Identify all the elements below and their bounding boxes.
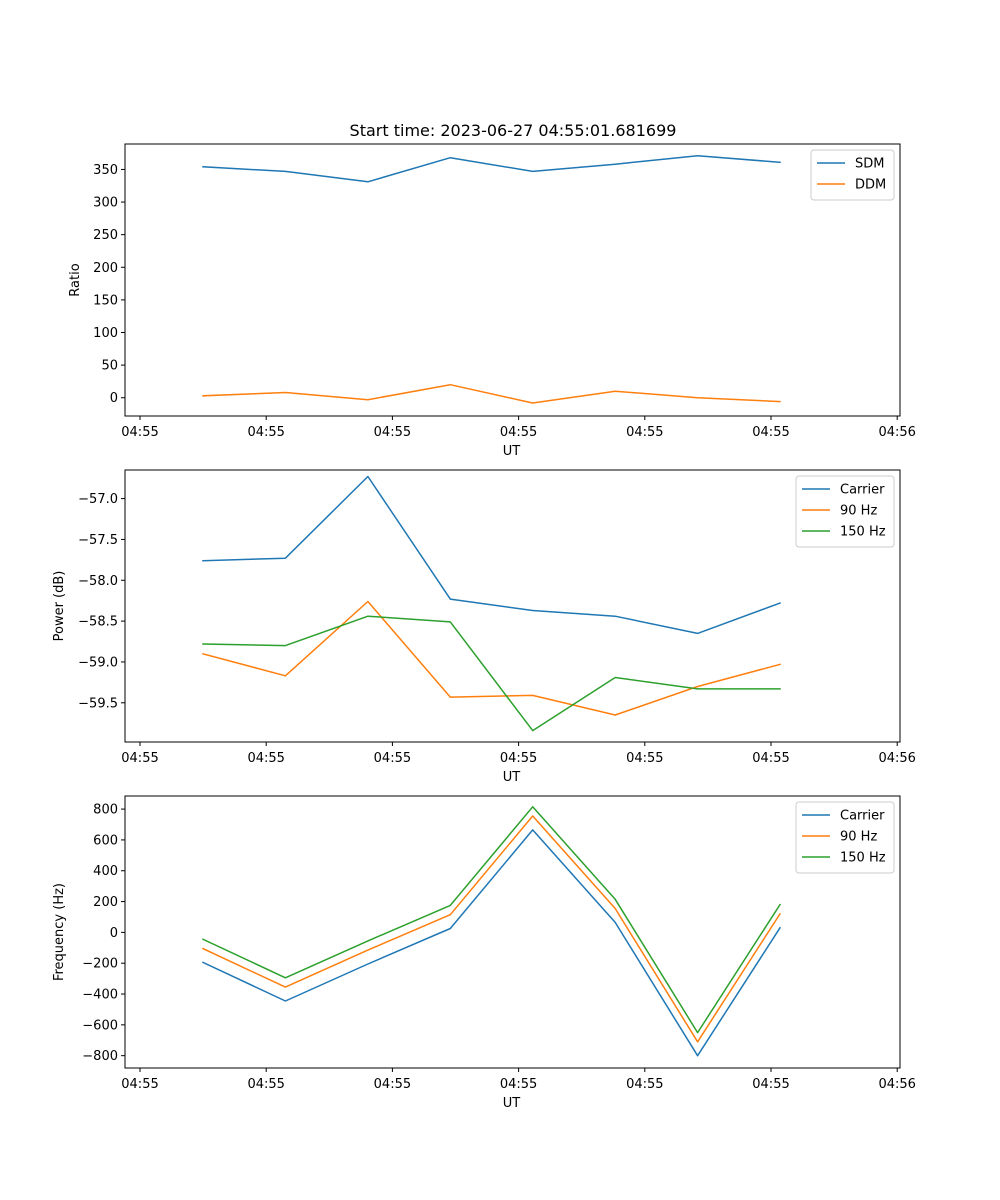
series-line-90-hz [202,815,782,1043]
y-tick-label: 150 [93,293,118,308]
legend: Carrier 90 Hz 150 Hz [795,801,895,874]
x-tick-label: 04:55 [752,425,789,440]
y-tick-label: −57.5 [78,533,118,548]
x-tick-label: 04:55 [121,1077,158,1092]
y-tick-label: −57.0 [78,492,118,507]
y-axis-label: Frequency (Hz) [52,883,67,981]
y-tick-label: −600 [82,1018,118,1033]
legend-label: 90 Hz [840,830,877,845]
x-tick-label: 04:55 [500,425,537,440]
series-line-150-hz [202,615,781,732]
x-tick-label: 04:55 [626,1077,663,1092]
y-tick-label: 50 [101,359,118,374]
x-tick-label: 04:56 [878,1077,915,1092]
legend-label: SDM [855,157,884,172]
y-axis-label: Power (dB) [52,571,67,642]
x-tick-label: 04:55 [121,425,158,440]
y-tick-label: −200 [82,957,118,972]
x-axis-label: UT [503,770,521,785]
y-tick-label: −400 [82,988,118,1003]
x-tick-label: 04:56 [878,425,915,440]
y-tick-label: 400 [93,864,118,879]
x-tick-label: 04:55 [374,751,411,766]
y-tick-label: 300 [93,196,118,211]
x-tick-label: 04:55 [752,751,789,766]
legend-label: 90 Hz [840,504,877,519]
legend: SDM DDM [810,149,895,201]
y-tick-label: 250 [93,228,118,243]
series-line-150-hz [202,806,782,1034]
series-line-carrier [202,475,781,635]
x-tick-label: 04:55 [247,1077,284,1092]
series-line-90-hz [202,600,781,716]
legend-label: 150 Hz [840,851,886,866]
x-tick-label: 04:55 [626,751,663,766]
legend-label: 150 Hz [840,525,886,540]
series-line-sdm [202,154,781,183]
x-tick-label: 04:55 [752,1077,789,1092]
y-tick-label: −59.0 [78,655,118,670]
plot-frame [124,143,901,417]
figure-title: Start time: 2023-06-27 04:55:01.681699 [350,121,677,140]
y-tick-label: −58.5 [78,615,118,630]
y-tick-label: 800 [93,803,118,818]
x-axis-label: UT [503,1096,521,1111]
legend: Carrier 90 Hz 150 Hz [795,475,895,548]
x-tick-label: 04:55 [500,1077,537,1092]
subplot-2: 04:55 04:55 04:55 04:55 04:55 04:55 04:56 −59.5… [52,469,916,785]
y-tick-label: 200 [93,261,118,276]
series-line-ddm [202,383,781,404]
y-tick-label: 0 [110,926,118,941]
y-tick-label: 0 [110,391,118,406]
y-tick-label: 100 [93,326,118,341]
x-tick-label: 04:55 [247,425,284,440]
y-tick-label: 350 [93,163,118,178]
y-tick-label: −58.0 [78,574,118,589]
legend-label: Carrier [840,809,885,824]
x-tick-label: 04:55 [500,751,537,766]
x-axis-label: UT [503,444,521,459]
x-tick-label: 04:55 [121,751,158,766]
x-tick-label: 04:56 [878,751,915,766]
legend-frame [795,801,895,874]
subplot-3: 04:55 04:55 04:55 04:55 04:55 04:55 04:56 −800 −… [52,795,916,1111]
x-tick-label: 04:55 [247,751,284,766]
series-line-carrier [202,829,782,1057]
legend-frame [795,475,895,548]
x-tick-label: 04:55 [626,425,663,440]
y-tick-label: 600 [93,833,118,848]
legend-label: DDM [855,178,886,193]
y-axis-label: Ratio [68,263,83,296]
y-tick-label: −800 [82,1049,118,1064]
x-tick-label: 04:55 [374,1077,411,1092]
subplot-1: 04:55 04:55 04:55 04:55 04:55 04:55 04:56 0 50 10… [68,143,916,459]
plot-frame [124,469,901,743]
x-tick-label: 04:55 [374,425,411,440]
legend-label: Carrier [840,483,885,498]
y-tick-label: 200 [93,895,118,910]
y-tick-label: −59.5 [78,696,118,711]
